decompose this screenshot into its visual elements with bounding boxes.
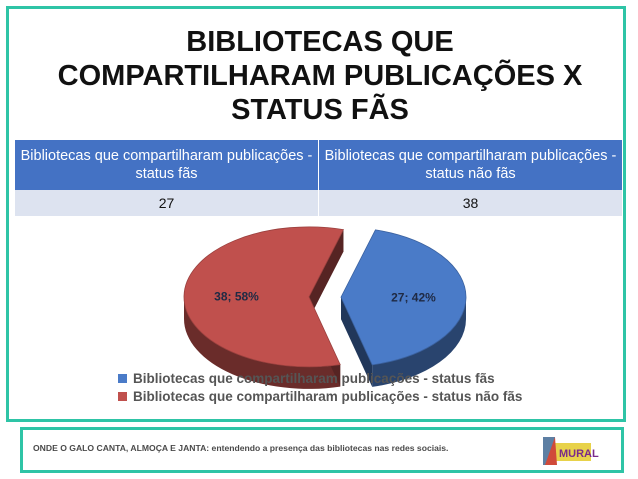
pie-slice-2-side: [184, 296, 341, 389]
legend-swatch-2: [118, 392, 127, 401]
title-line-2: COMPARTILHARAM PUBLICAÇÕES X: [57, 60, 583, 92]
pie-slice-2-top: [183, 226, 345, 368]
title-line-3: STATUS FÃS: [231, 94, 409, 126]
legend-swatch-1: [118, 374, 127, 383]
table-cell-non-fans: 38: [318, 190, 622, 216]
logo-text: MURAL: [559, 448, 599, 460]
mural-logo: MURAL: [543, 437, 599, 465]
footer: ONDE O GALO CANTA, ALMOÇA E JANTA: enten…: [20, 427, 624, 473]
pie-slice-1: 27; 42%: [340, 229, 467, 387]
table-header-non-fans: Bibliotecas que compartilharam publicaçõ…: [318, 140, 622, 190]
slide-title: BIBLIOTECAS QUE COMPARTILHARAM PUBLICAÇÕ…: [20, 25, 620, 127]
table-cell-fans: 27: [15, 190, 319, 216]
pie-slice-2: 38; 58%: [183, 226, 345, 389]
slide-frame: [6, 6, 626, 422]
pie-slice-2-cut-2: [309, 229, 344, 319]
title-line-1: BIBLIOTECAS QUE: [186, 26, 454, 58]
data-label-2: 38; 58%: [214, 289, 259, 303]
legend-label-2: Bibliotecas que compartilharam publicaçõ…: [133, 389, 522, 404]
pie-slice-1-side: [372, 297, 466, 387]
data-table: Bibliotecas que compartilharam publicaçõ…: [15, 140, 622, 216]
pie-slice-1-cut-2: [340, 297, 373, 387]
footer-text: ONDE O GALO CANTA, ALMOÇA E JANTA: enten…: [33, 443, 449, 453]
table-header-row: Bibliotecas que compartilharam publicaçõ…: [15, 140, 622, 190]
data-label-1: 27; 42%: [391, 291, 436, 305]
table-row: 27 38: [15, 190, 622, 216]
legend-label-1: Bibliotecas que compartilharam publicaçõ…: [133, 371, 495, 386]
pie-slice-1-top: [340, 229, 467, 366]
pie-chart: 38; 58% 27; 42% Bibliotecas que compartilh…: [118, 226, 522, 404]
table-header-fans: Bibliotecas que compartilharam publicaçõ…: [15, 140, 319, 190]
